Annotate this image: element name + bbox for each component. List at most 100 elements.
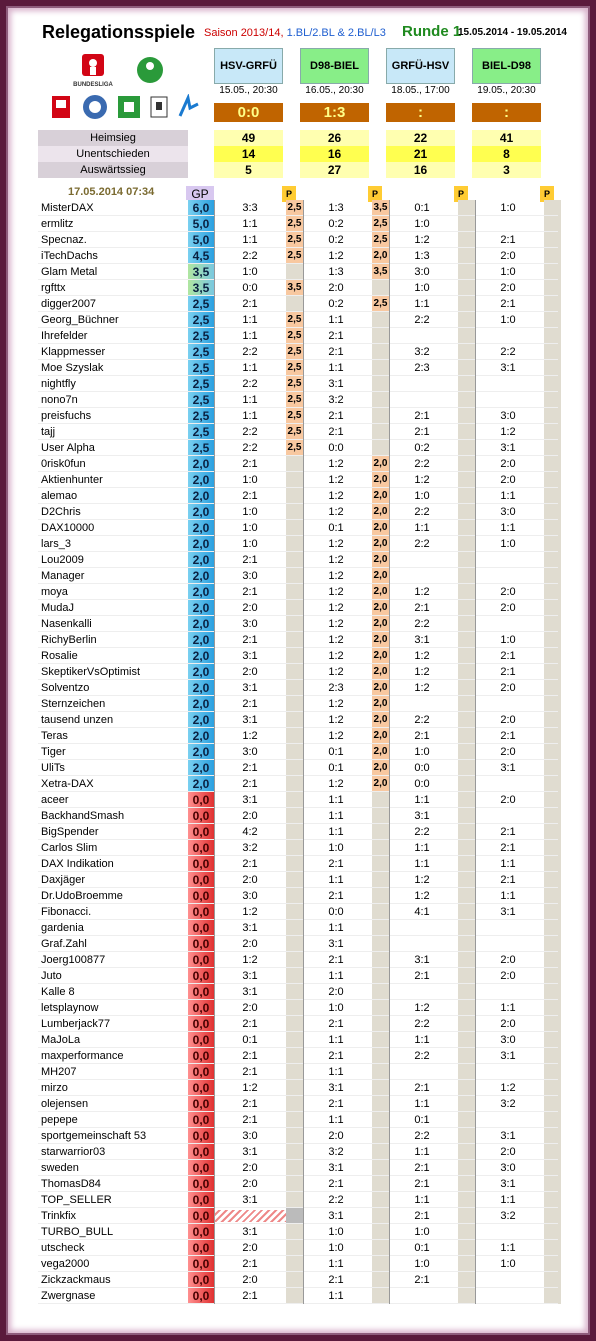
points-match-4 [544,664,561,680]
player-name: Moe Szyslak [38,360,188,376]
points-match-3 [458,1224,475,1240]
tip-match-1: 3:0 [242,746,258,758]
tip-match-2: 0:2 [328,218,344,230]
tip-match-4: 3:0 [500,1162,516,1174]
tip-match-1: 1:2 [242,906,258,918]
round-label: Runde 1 [402,23,462,40]
tip-match-4: 1:1 [500,1242,516,1254]
tip-match-4: 1:0 [500,538,516,550]
points-match-3 [458,888,475,904]
points-match-4 [544,984,561,1000]
player-gp: 5,0 [188,216,214,232]
points-match-4 [544,1000,561,1016]
points-match-2 [372,1208,389,1224]
tip-match-1: 1:0 [242,506,258,518]
row-divider [38,743,558,744]
tip-match-3 [386,920,458,936]
tip-match-1: 2:1 [242,1114,258,1126]
table-row: sportgemeinschaft 53 0,0 3:0 2:0 2:2 3:1 [38,1128,561,1144]
row-divider [38,375,558,376]
tip-match-2: 0:0 [328,442,344,454]
points-match-4 [544,488,561,504]
player-name: ThomasD84 [38,1176,188,1192]
table-row: 0risk0fun 2,0 2:1 1:2 2,0 2:2 2:0 [38,456,561,472]
tip-match-4 [472,1224,544,1240]
points-match-3 [458,312,475,328]
points-match-1 [286,1240,303,1256]
table-row: digger2007 2,5 2:1 0:2 2,5 1:1 2:1 [38,296,561,312]
points-match-3 [458,760,475,776]
row-divider [38,391,558,392]
table-row: TURBO_BULL 0,0 3:1 1:0 1:0 [38,1224,561,1240]
column-divider [303,200,304,1304]
player-name: Nasenkalli [38,616,188,632]
tip-match-3: 2:1 [414,730,430,742]
tip-match-3 [386,568,458,584]
player-name: Georg_Büchner [38,312,188,328]
points-match-4 [544,1176,561,1192]
tip-match-3: 1:2 [414,586,430,598]
player-name: sportgemeinschaft 53 [38,1128,188,1144]
tip-match-1: 3:1 [242,682,258,694]
points-match-4 [544,504,561,520]
tip-match-2: 3:1 [328,1082,344,1094]
tip-match-3: 1:2 [414,890,430,902]
table-row: Daxjäger 0,0 2:0 1:1 1:2 2:1 [38,872,561,888]
points-match-1 [286,1064,303,1080]
player-gp: 0,0 [188,952,214,968]
player-gp: 4,5 [188,248,214,264]
player-name: utscheck [38,1240,188,1256]
tip-match-4: 2:1 [500,874,516,886]
points-match-2 [372,1144,389,1160]
points-match-2: 2,0 [372,744,389,760]
row-divider [38,1207,558,1208]
points-match-1 [286,1192,303,1208]
table-row: starwarrior03 0,0 3:1 3:2 1:1 2:0 [38,1144,561,1160]
points-match-2 [372,824,389,840]
player-gp: 0,0 [188,808,214,824]
tip-match-1: 3:1 [242,986,258,998]
tip-match-3: 0:2 [414,442,430,454]
league2-logo [136,56,164,84]
points-match-2 [372,280,389,296]
points-match-1 [286,824,303,840]
player-gp: 2,5 [188,360,214,376]
player-name: MudaJ [38,600,188,616]
points-match-4 [544,792,561,808]
tip-match-4: 1:2 [500,1082,516,1094]
points-match-3 [458,1288,475,1304]
points-match-2 [372,984,389,1000]
points-match-1 [286,1288,303,1304]
tip-match-4: 2:0 [500,970,516,982]
table-row: TOP_SELLER 0,0 3:1 2:2 1:1 1:1 [38,1192,561,1208]
tip-match-3: 2:1 [414,426,430,438]
tip-match-1: 3:0 [242,1130,258,1142]
tip-match-1: 1:0 [242,474,258,486]
match-date: 15.05., 20:30 [219,85,278,96]
tip-match-1: 2:1 [242,554,258,566]
tip-match-1: 2:1 [242,1066,258,1078]
row-divider [38,983,558,984]
points-match-2 [372,1272,389,1288]
tip-match-4: 2:1 [500,234,516,246]
points-match-4 [544,552,561,568]
points-match-1 [286,680,303,696]
tip-match-2: 2:1 [328,330,344,342]
player-gp: 2,0 [188,584,214,600]
points-match-1 [286,1160,303,1176]
tip-match-4: 2:0 [500,746,516,758]
points-match-3 [458,1032,475,1048]
tip-match-4: 3:0 [500,1034,516,1046]
points-match-3 [458,792,475,808]
points-match-2: 3,5 [372,200,389,216]
player-gp: 2,0 [188,648,214,664]
tip-match-1: 2:1 [242,1018,258,1030]
points-match-2: 2,0 [372,728,389,744]
points-match-1 [286,1016,303,1032]
player-gp: 0,0 [188,984,214,1000]
season-text: Saison 2013/14, [204,27,287,39]
tip-match-1: 2:0 [242,1178,258,1190]
points-match-1 [286,968,303,984]
points-match-2 [372,328,389,344]
tip-match-3: 1:0 [414,1258,430,1270]
